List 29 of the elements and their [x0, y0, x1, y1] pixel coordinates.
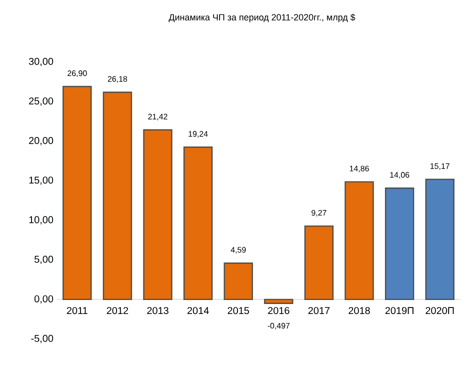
- bar: [62, 86, 92, 300]
- y-tick-label: 15,00: [29, 176, 54, 185]
- bar: [264, 298, 294, 304]
- bar: [143, 129, 172, 300]
- y-tick-label: 0,00: [34, 295, 54, 304]
- y-tick-label: 10,00: [29, 216, 54, 224]
- y-tick-label: 20,00: [29, 137, 54, 146]
- x-tick-label: 2015: [228, 307, 250, 314]
- x-tick-label: 2018: [348, 307, 370, 314]
- bar: [224, 262, 253, 300]
- x-tick-label: 2014: [187, 307, 209, 314]
- bar: [384, 188, 414, 300]
- y-tick-label: 5,00: [34, 256, 54, 264]
- x-tick-label: 2019П: [385, 307, 414, 314]
- x-tick-label: 2011: [66, 307, 88, 314]
- bar: [102, 92, 132, 300]
- y-tick-label: 25,00: [29, 97, 54, 106]
- x-tick-label: 2012: [106, 307, 128, 314]
- bar: [183, 146, 213, 300]
- bar: [304, 225, 334, 300]
- bar: [425, 178, 454, 300]
- x-tick-label: 2020П: [426, 307, 454, 314]
- x-tick-label: 2017: [308, 307, 330, 314]
- chart-title: Динамика ЧП за период 2011-2020гг., млрд $: [168, 14, 356, 22]
- x-tick-label: 2016: [268, 307, 290, 314]
- x-tick-label: 2013: [147, 307, 168, 314]
- bar: [344, 181, 374, 300]
- y-tick-label: -5,00: [31, 334, 54, 344]
- y-tick-label: 30,00: [28, 58, 54, 66]
